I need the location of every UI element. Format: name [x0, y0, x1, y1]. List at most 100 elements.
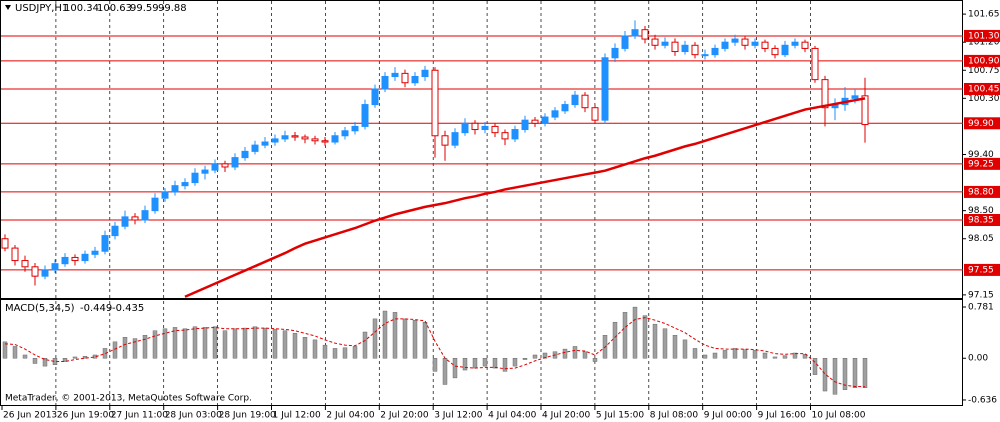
signal-line — [4, 317, 866, 388]
macd-bar — [402, 318, 408, 359]
macd-bar — [432, 358, 438, 372]
candle-body — [181, 182, 189, 187]
candle-body — [641, 29, 649, 40]
macd-bar — [472, 358, 478, 369]
candle-body — [351, 125, 359, 132]
x-tick-label: 9 Jul 00:00 — [704, 411, 753, 421]
macd-bar — [222, 330, 228, 359]
macd-bar — [832, 358, 838, 395]
level-label: 99.25 — [968, 159, 994, 169]
candle-body — [751, 41, 759, 46]
candle-body — [161, 191, 169, 199]
macd-bar — [682, 339, 688, 359]
candle-body — [51, 263, 59, 271]
candle-body — [701, 54, 709, 57]
macd-bar — [622, 312, 628, 359]
x-tick-label: 10 Jul 08:00 — [812, 411, 866, 421]
candle-body — [151, 197, 159, 212]
macd-bar — [522, 358, 528, 360]
candle-body — [471, 122, 479, 131]
macd-bar — [122, 337, 128, 359]
macd-bar — [262, 327, 268, 359]
macd-bar — [462, 358, 468, 371]
candle-body — [551, 110, 559, 118]
candle-body — [111, 225, 119, 237]
candle-body — [521, 119, 529, 131]
candle-body — [741, 38, 749, 46]
macd-bar — [782, 355, 788, 359]
candle-body — [231, 157, 239, 168]
macd-tick-label: 0.781 — [968, 303, 994, 313]
level-tag — [964, 185, 1000, 198]
macd-bar — [212, 326, 218, 359]
macd-bar — [822, 358, 828, 392]
candle-body — [421, 69, 429, 77]
candle-body — [41, 269, 49, 277]
candle-body — [801, 41, 809, 49]
macd-bar — [62, 358, 68, 362]
last-close: 99.88 — [158, 3, 187, 14]
candle-body — [441, 135, 449, 146]
macd-bar — [22, 354, 28, 359]
candle-body — [61, 256, 69, 265]
candle-body — [391, 72, 399, 77]
macd-bar — [502, 358, 508, 372]
candle-body — [91, 250, 99, 255]
y-tick-label: 98.05 — [968, 234, 994, 244]
candle-body — [511, 129, 519, 140]
candle-body — [501, 132, 509, 140]
y-tick-label: 97.15 — [968, 290, 994, 300]
macd-bar — [42, 358, 48, 367]
y-tick-label: 101.65 — [968, 10, 1000, 20]
x-tick-label: 5 Jul 15:00 — [596, 411, 645, 421]
macd-label: MACD(5,34,5) — [5, 303, 75, 314]
macd-bar — [752, 350, 758, 359]
macd-bar — [82, 356, 88, 359]
x-tick-label: 28 Jun 03:00 — [165, 411, 222, 421]
candle-body — [591, 107, 599, 121]
macd-bar — [382, 310, 388, 359]
macd-bar — [362, 331, 368, 359]
macd-bar — [302, 337, 308, 359]
macd-bar — [372, 318, 378, 359]
candle-body — [211, 163, 219, 171]
candle-body — [271, 138, 279, 143]
x-tick-label: 9 Jul 16:00 — [758, 411, 807, 421]
macd-bar — [662, 328, 668, 359]
macd-bar — [842, 358, 848, 390]
macd-bar — [612, 321, 618, 359]
candle-body — [581, 94, 589, 109]
candle-body — [631, 29, 639, 37]
panel-icon — [5, 5, 11, 10]
macd-bar — [562, 348, 568, 359]
macd-bar — [452, 358, 458, 379]
macd-bar — [312, 339, 318, 359]
x-tick-label: 2 Jul 04:00 — [326, 411, 375, 421]
x-tick-label: 28 Jun 19:00 — [219, 411, 276, 421]
x-tick-label: 3 Jul 12:00 — [434, 411, 483, 421]
x-tick-label: 4 Jul 04:00 — [488, 411, 537, 421]
candle-body — [31, 266, 39, 277]
candle-body — [661, 41, 669, 46]
signal-value: -0.435 — [112, 303, 144, 314]
candle-body — [1, 238, 9, 249]
candle-body — [71, 256, 79, 262]
candle-body — [221, 163, 229, 168]
x-tick-label: 8 Jul 08:00 — [650, 411, 699, 421]
x-tick-label: 1 Jul 12:00 — [273, 411, 322, 421]
macd-bar — [542, 352, 548, 359]
macd-bar — [792, 352, 798, 359]
macd-bar — [572, 346, 578, 359]
candle-body — [171, 185, 179, 193]
candle-body — [621, 35, 629, 49]
macd-bar — [722, 350, 728, 359]
macd-bar — [162, 328, 168, 359]
level-label: 99.90 — [968, 119, 994, 129]
macd-bar — [252, 326, 258, 359]
y-tick-label: 100.75 — [968, 66, 1000, 76]
macd-bar — [642, 315, 648, 359]
level-tag — [964, 263, 1000, 276]
candle-body — [571, 94, 579, 106]
macd-bar — [202, 327, 208, 359]
